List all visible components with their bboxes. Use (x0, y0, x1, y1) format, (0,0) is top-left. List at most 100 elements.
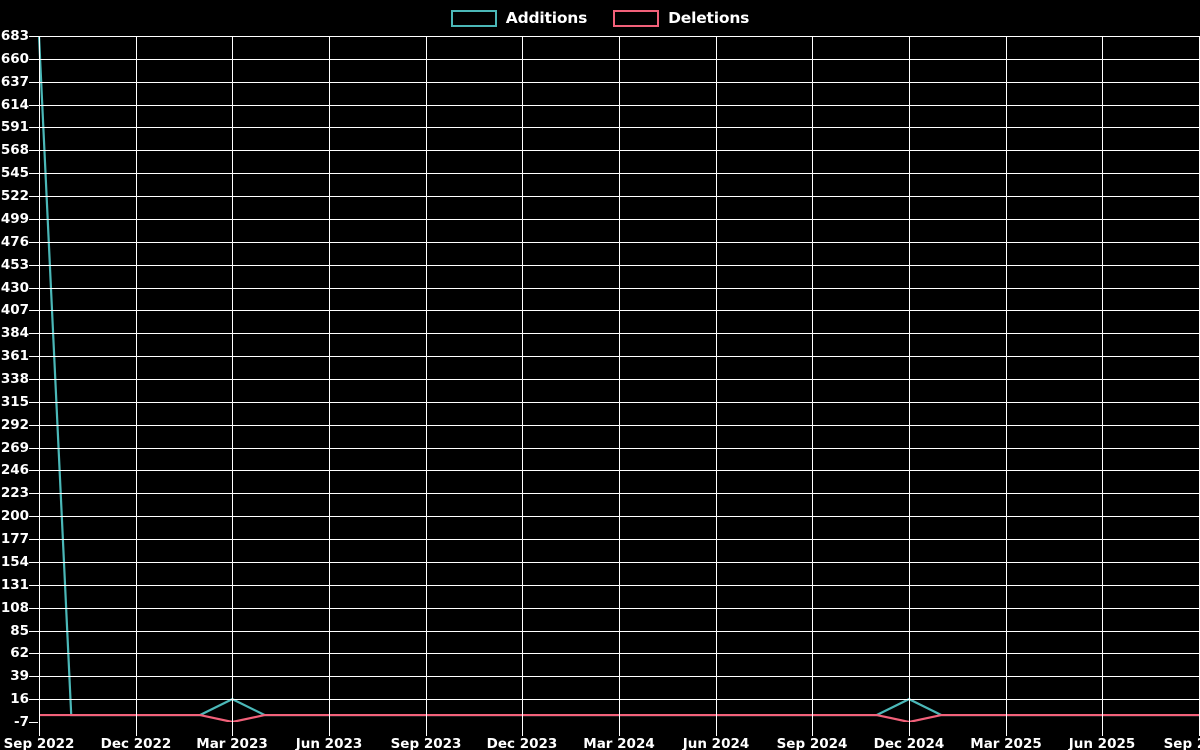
y-axis-tick-label: 545 (0, 165, 29, 181)
y-axis-tick (29, 265, 38, 266)
y-axis-tick (29, 539, 38, 540)
y-axis-tick-label: 223 (0, 485, 29, 501)
gridline-vertical (522, 36, 523, 722)
x-axis-tick-label: Dec 2022 (100, 736, 172, 750)
x-axis-tick-label: Dec 2024 (873, 736, 945, 750)
y-axis-tick-label: 292 (0, 417, 29, 433)
y-axis-tick-label: 361 (0, 348, 29, 364)
y-axis-tick (29, 631, 38, 632)
x-axis-tick (136, 722, 137, 736)
y-axis-tick-label: 315 (0, 394, 29, 410)
gridline-vertical (329, 36, 330, 722)
x-axis-tick-label: Sep 2023 (390, 736, 462, 750)
x-axis-tick (232, 722, 233, 736)
x-axis-tick (619, 722, 620, 736)
y-axis-tick (29, 196, 38, 197)
legend-label-deletions: Deletions (668, 9, 750, 27)
y-axis-tick (29, 379, 38, 380)
gridline-vertical (1102, 36, 1103, 722)
y-axis-tick (29, 59, 38, 60)
y-axis-tick (29, 585, 38, 586)
gridline-vertical (426, 36, 427, 722)
gridline-vertical (619, 36, 620, 722)
y-axis-tick (29, 82, 38, 83)
legend-swatch-additions (450, 9, 497, 27)
y-axis-tick (29, 653, 38, 654)
gridline-vertical (39, 36, 40, 722)
y-axis-tick (29, 219, 38, 220)
y-axis-tick (29, 242, 38, 243)
y-axis-tick-label: 430 (0, 280, 29, 296)
y-axis-tick (29, 448, 38, 449)
gridline-vertical (812, 36, 813, 722)
x-axis-tick-label: Mar 2024 (583, 736, 655, 750)
y-axis-tick (29, 173, 38, 174)
x-axis-tick-label: Mar 2025 (970, 736, 1042, 750)
y-axis-tick-label: 522 (0, 188, 29, 204)
y-axis-tick-label: 499 (0, 211, 29, 227)
x-axis-tick-label: Sep 2025 (1163, 736, 1200, 750)
y-axis-tick (29, 127, 38, 128)
x-axis-tick (812, 722, 813, 736)
y-axis-tick-label: 614 (0, 97, 29, 113)
y-axis-tick-label: 338 (0, 371, 29, 387)
x-axis-labels: Sep 2022 Dec 2022 Mar 2023 Jun 2023 Sep 2023… (4, 736, 1200, 750)
y-axis-tick (29, 310, 38, 311)
y-axis-tick (29, 699, 38, 700)
y-axis-tick (29, 516, 38, 517)
y-axis-tick-label: 591 (0, 119, 29, 135)
y-axis-tick (29, 425, 38, 426)
x-axis-tick-label: Jun 2023 (295, 736, 363, 750)
y-axis-tick (29, 150, 38, 151)
y-axis-tick-label: 476 (0, 234, 29, 250)
x-axis-tick-label: Sep 2024 (776, 736, 848, 750)
y-axis-tick-label: 154 (0, 554, 29, 570)
y-axis-tick (29, 333, 38, 334)
y-axis-tick-label: 384 (0, 325, 29, 341)
y-axis-tick-label: 660 (0, 51, 29, 67)
y-axis-tick-label: 16 (10, 691, 29, 707)
x-axis-tick (716, 722, 717, 736)
x-axis-tick-label: Jun 2025 (1068, 736, 1136, 750)
x-axis-tick (329, 722, 330, 736)
y-axis-tick-label: 39 (10, 668, 29, 684)
y-axis-tick (29, 562, 38, 563)
x-axis-tick-label: Dec 2023 (486, 736, 558, 750)
y-axis-tick-label: 246 (0, 462, 29, 478)
y-axis-labels: 683 660 637 614 591 568 545 522 499 476 453 430 407 3… (0, 28, 38, 730)
chart-legend: Additions Deletions (0, 0, 1200, 36)
y-axis-tick-label: 269 (0, 440, 29, 456)
x-axis-tick (1006, 722, 1007, 736)
x-axis-tick (39, 722, 40, 736)
y-axis-tick (29, 493, 38, 494)
y-axis-tick-label: 568 (0, 142, 29, 158)
legend-item-deletions[interactable]: Deletions (613, 9, 749, 27)
plot-canvas[interactable] (38, 36, 1200, 722)
x-axis-tick (522, 722, 523, 736)
y-axis-tick-label: -7 (14, 714, 29, 730)
y-axis-tick-label: 200 (0, 508, 29, 524)
legend-item-additions[interactable]: Additions (450, 9, 588, 27)
x-axis-tick-label: Jun 2024 (682, 736, 750, 750)
legend-label-additions: Additions (505, 9, 588, 27)
y-axis-tick (29, 402, 38, 403)
y-axis-tick-label: 407 (0, 302, 29, 318)
gridline-vertical (232, 36, 233, 722)
y-axis-tick-label: 85 (10, 623, 29, 639)
y-axis-tick-label: 177 (0, 531, 29, 547)
y-axis-tick-label: 453 (0, 257, 29, 273)
gridline-vertical (1006, 36, 1007, 722)
x-axis-tick-label: Mar 2023 (196, 736, 268, 750)
gridline-vertical (716, 36, 717, 722)
y-axis-tick-label: 62 (10, 645, 29, 661)
y-axis-tick-label: 131 (0, 577, 29, 593)
y-axis-tick (29, 470, 38, 471)
gridline-vertical (909, 36, 910, 722)
y-axis-tick (29, 676, 38, 677)
y-axis-tick (29, 288, 38, 289)
y-axis-tick-label: 683 (0, 28, 29, 44)
x-axis-tick (909, 722, 910, 736)
y-axis-tick-label: 108 (0, 600, 29, 616)
y-axis-tick (29, 36, 38, 37)
